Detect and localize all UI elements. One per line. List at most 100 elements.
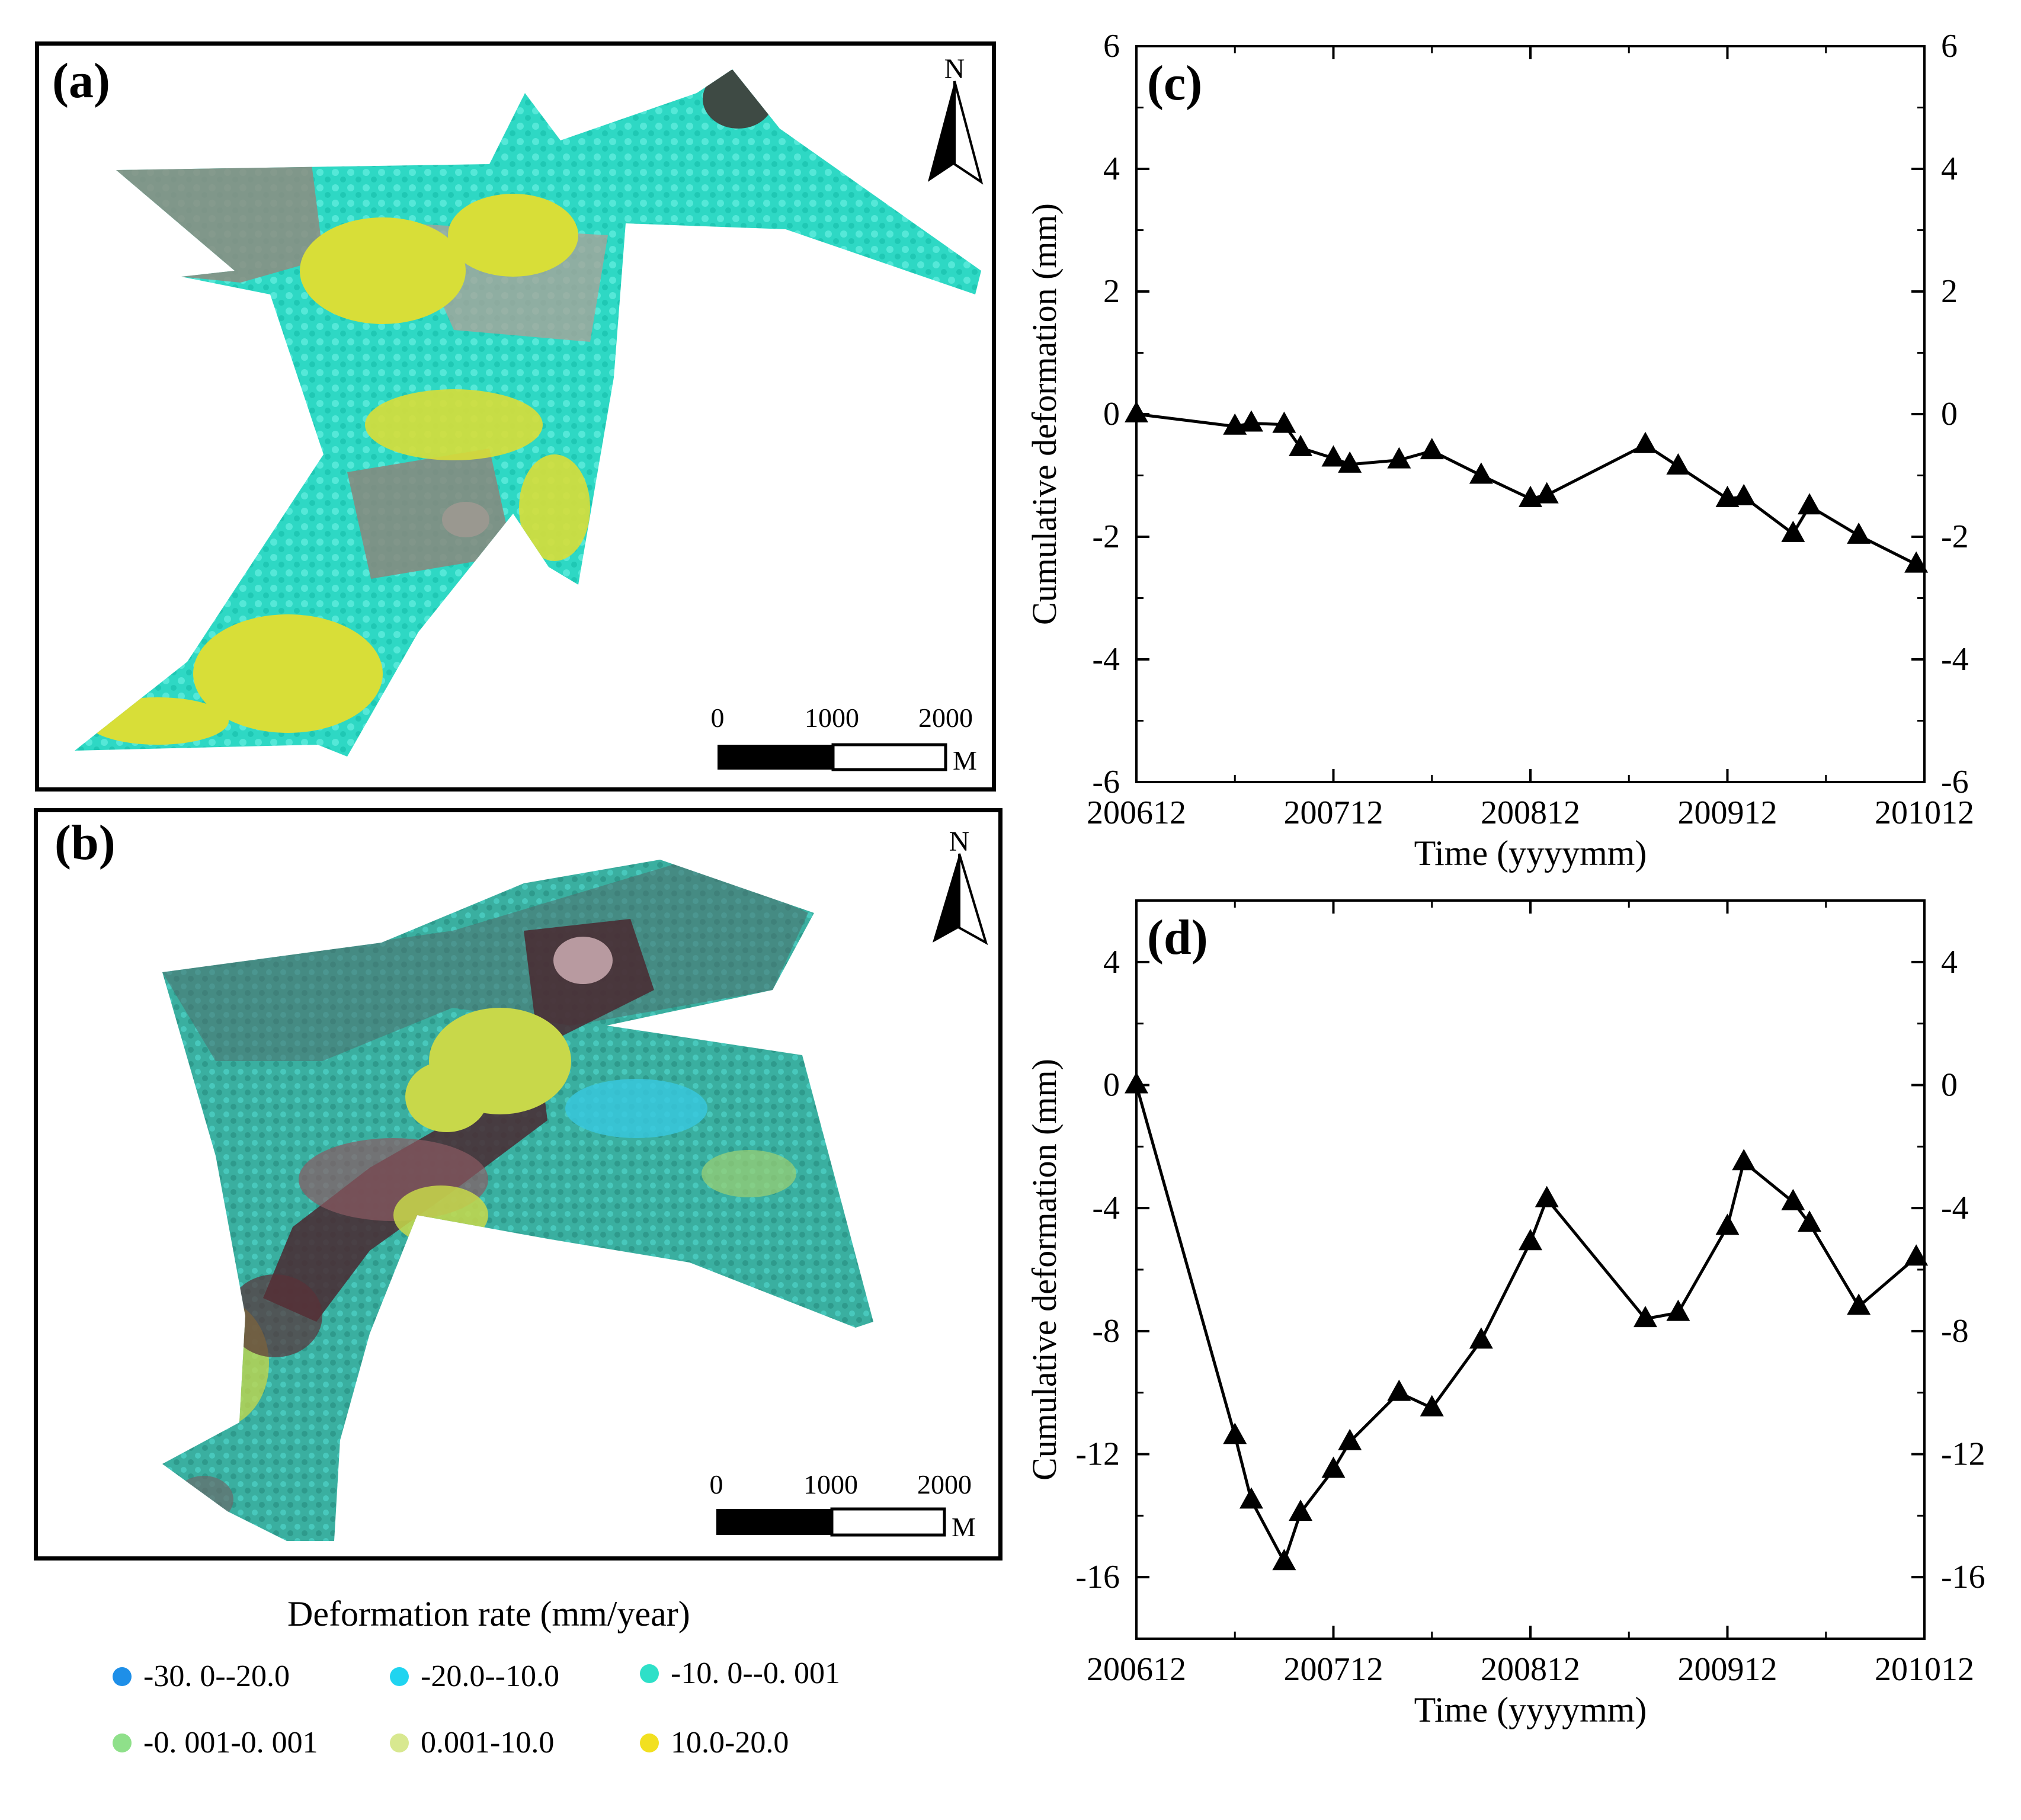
- data-point-marker: [1666, 453, 1690, 475]
- legend-item-label: -30. 0--20.0: [143, 1659, 290, 1693]
- data-point-marker: [1420, 438, 1444, 460]
- chart-c: 200612 200712 200812 200912 201012 6 6 4 4 2 2 0 0 -2…: [1025, 28, 1974, 873]
- data-point-marker: [1338, 451, 1362, 473]
- legend-swatch-icon: [640, 1733, 659, 1752]
- data-point-marker: [1904, 1244, 1929, 1266]
- y-tick-label-right: 2: [1941, 273, 1958, 310]
- x-tick-label: 200912: [1678, 794, 1777, 831]
- data-point-marker: [1125, 401, 1148, 422]
- legend-swatch-icon: [390, 1733, 409, 1752]
- y-tick-label: 0: [1103, 396, 1120, 432]
- legend-swatch-icon: [113, 1667, 132, 1686]
- data-point-marker: [1715, 485, 1740, 507]
- y-tick-label: -12: [1075, 1436, 1120, 1473]
- y-tick-label: 4: [1103, 150, 1120, 187]
- data-point-marker: [1847, 1293, 1871, 1315]
- y-tick-label: -2: [1092, 518, 1120, 555]
- data-point-marker: [1321, 1456, 1346, 1478]
- map-panel-b: (b) N 0 1000 2000 M: [34, 808, 1003, 1561]
- data-point-marker: [1732, 1149, 1756, 1171]
- legend: Deformation rate (mm/year) -30. 0--20.0 …: [107, 1588, 936, 1783]
- x-tick-label: 200612: [1087, 1651, 1186, 1688]
- data-point-marker: [1321, 445, 1346, 467]
- legend-item: -30. 0--20.0: [113, 1659, 290, 1694]
- legend-item: -10. 0--0. 001: [640, 1656, 840, 1691]
- y-tick-label: -4: [1092, 641, 1120, 678]
- data-point-marker: [1289, 434, 1313, 456]
- legend-item: -20.0--10.0: [390, 1659, 559, 1694]
- y-tick-label-right: -16: [1941, 1559, 1985, 1595]
- map-a-graphic: [75, 69, 981, 757]
- y-tick-label-right: 0: [1941, 396, 1958, 432]
- data-point-marker: [1798, 493, 1822, 515]
- x-tick-label: 200612: [1087, 794, 1186, 831]
- data-point-marker: [1847, 522, 1871, 544]
- x-axis-label: Time (yyyymm): [1414, 1690, 1647, 1729]
- legend-swatch-icon: [113, 1733, 132, 1752]
- legend-item: -0. 001-0. 001: [113, 1725, 318, 1760]
- data-point-marker: [1535, 1185, 1559, 1207]
- legend-item-label: -10. 0--0. 001: [671, 1656, 840, 1690]
- y-tick-label-right: 4: [1941, 944, 1958, 981]
- legend-swatch-icon: [390, 1667, 409, 1686]
- data-point-marker: [1387, 1379, 1411, 1401]
- panel-label-a: (a): [52, 53, 110, 108]
- x-tick-label: 200712: [1284, 1651, 1383, 1688]
- y-tick-label: 6: [1103, 28, 1120, 65]
- data-point-marker: [1781, 520, 1805, 542]
- y-tick-label-right: -2: [1941, 518, 1969, 555]
- x-axis-label: Time (yyyymm): [1414, 834, 1647, 873]
- legend-item-label: -0. 001-0. 001: [143, 1726, 318, 1760]
- y-axis-label: Cumulative deformation (mm): [1025, 1059, 1064, 1481]
- legend-item-label: -20.0--10.0: [421, 1659, 559, 1693]
- chart-d: 200612 200712 200812 200912 201012 4 4 0 0 -4 -4 -8…: [1025, 899, 1985, 1729]
- map-panel-a: (a) N 0 1000 2000 M: [35, 41, 996, 792]
- y-tick-label: 0: [1103, 1067, 1120, 1104]
- legend-title: Deformation rate (mm/year): [287, 1594, 690, 1633]
- data-point-marker: [1781, 1188, 1805, 1210]
- data-point-marker: [1420, 1395, 1444, 1417]
- data-point-marker: [1535, 482, 1559, 504]
- legend-item-label: 0.001-10.0: [421, 1726, 555, 1760]
- x-tick-label: 200812: [1481, 1651, 1580, 1688]
- plot-frame: [1135, 45, 1926, 783]
- series-line: [1135, 1084, 1917, 1566]
- data-point-marker: [1633, 431, 1657, 453]
- y-tick-label-right: -12: [1941, 1436, 1985, 1473]
- y-tick-label-right: -6: [1941, 764, 1969, 800]
- x-tick-label: 200812: [1481, 794, 1580, 831]
- data-point-marker: [1469, 1327, 1493, 1349]
- panel-label-b: (b): [55, 815, 116, 870]
- data-point-marker: [1239, 1487, 1263, 1509]
- data-point-marker: [1272, 1549, 1296, 1571]
- legend-item: 10.0-20.0: [640, 1725, 789, 1760]
- data-point-marker: [1633, 1306, 1657, 1328]
- y-tick-label: 4: [1103, 944, 1120, 981]
- data-point-marker: [1469, 462, 1493, 484]
- panel-label: (d): [1147, 910, 1208, 965]
- data-point-marker: [1239, 410, 1263, 432]
- data-point-marker: [1519, 1229, 1542, 1251]
- y-tick-label-right: 4: [1941, 150, 1958, 187]
- data-point-marker: [1387, 447, 1411, 469]
- y-tick-label: 2: [1103, 273, 1120, 310]
- x-tick-label: 200912: [1678, 1651, 1777, 1688]
- y-tick-label: -6: [1092, 764, 1120, 800]
- legend-item-label: 10.0-20.0: [671, 1726, 789, 1760]
- data-point-marker: [1715, 1213, 1740, 1235]
- y-tick-label-right: 6: [1941, 28, 1958, 65]
- data-point-marker: [1904, 551, 1929, 573]
- y-tick-label: -8: [1092, 1313, 1120, 1350]
- x-tick-label: 200712: [1284, 794, 1383, 831]
- legend-item: 0.001-10.0: [390, 1725, 554, 1760]
- data-point-marker: [1125, 1072, 1148, 1094]
- plot-frame: [1135, 899, 1926, 1640]
- x-tick-label: 201012: [1875, 794, 1974, 831]
- map-b-region: [162, 860, 873, 1541]
- data-point-marker: [1732, 483, 1756, 505]
- panel-label: (c): [1147, 56, 1202, 111]
- data-point-marker: [1798, 1210, 1822, 1232]
- y-tick-label-right: 0: [1941, 1067, 1958, 1104]
- legend-swatch-icon: [640, 1664, 659, 1683]
- data-point-marker: [1666, 1299, 1690, 1321]
